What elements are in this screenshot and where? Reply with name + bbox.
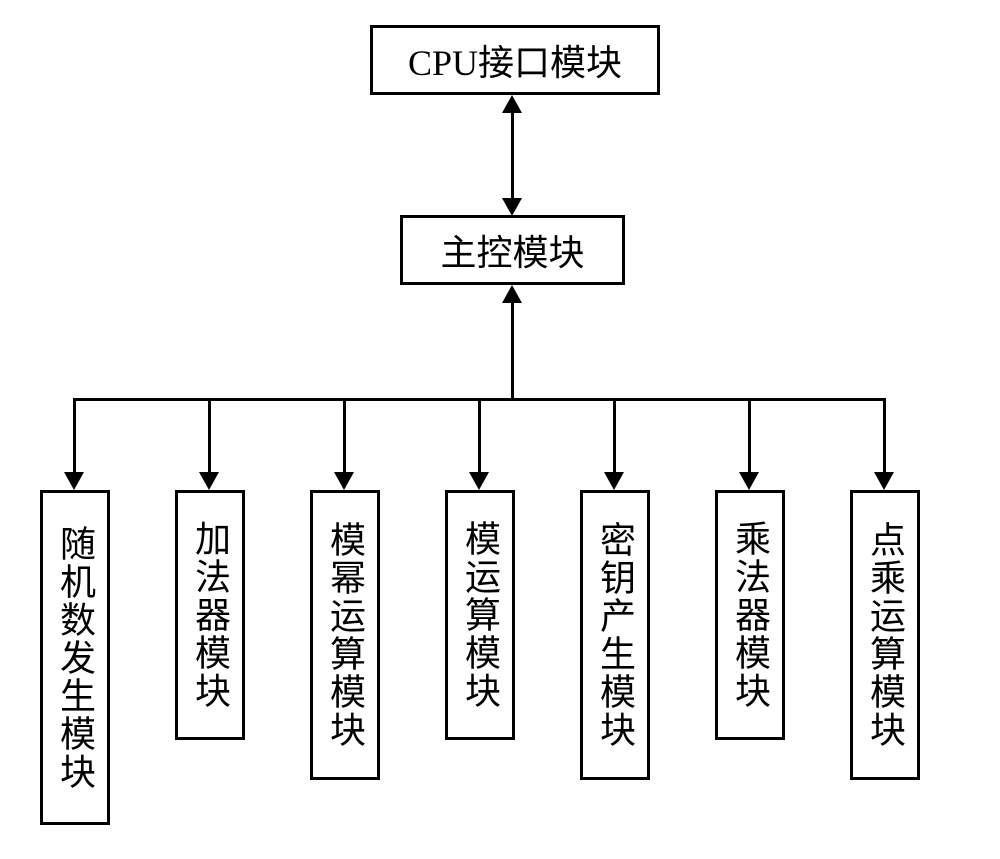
- multiplier-module-label: 乘法器模块: [724, 520, 776, 710]
- main-control-module-box: 主控模块: [400, 215, 625, 285]
- adder-module-label: 加法器模块: [184, 520, 236, 710]
- adder-module-box: 加法器模块: [175, 490, 245, 740]
- key-generation-module-box: 密钥产生模块: [580, 490, 650, 780]
- cpu-interface-module-label: CPU接口模块: [408, 34, 622, 86]
- random-number-generator-module-label: 随机数发生模块: [49, 525, 101, 791]
- modular-operation-module-label: 模运算模块: [454, 520, 506, 710]
- point-multiplication-module-label: 点乘运算模块: [859, 521, 911, 749]
- key-generation-module-label: 密钥产生模块: [589, 521, 641, 749]
- main-control-module-label: 主控模块: [440, 224, 584, 276]
- cpu-interface-module-box: CPU接口模块: [370, 25, 660, 95]
- modular-operation-module-box: 模运算模块: [445, 490, 515, 740]
- point-multiplication-module-box: 点乘运算模块: [850, 490, 920, 780]
- random-number-generator-module-box: 随机数发生模块: [40, 490, 110, 825]
- multiplier-module-box: 乘法器模块: [715, 490, 785, 740]
- modular-exponentiation-module-box: 模幂运算模块: [310, 490, 380, 780]
- modular-exponentiation-module-label: 模幂运算模块: [319, 521, 371, 749]
